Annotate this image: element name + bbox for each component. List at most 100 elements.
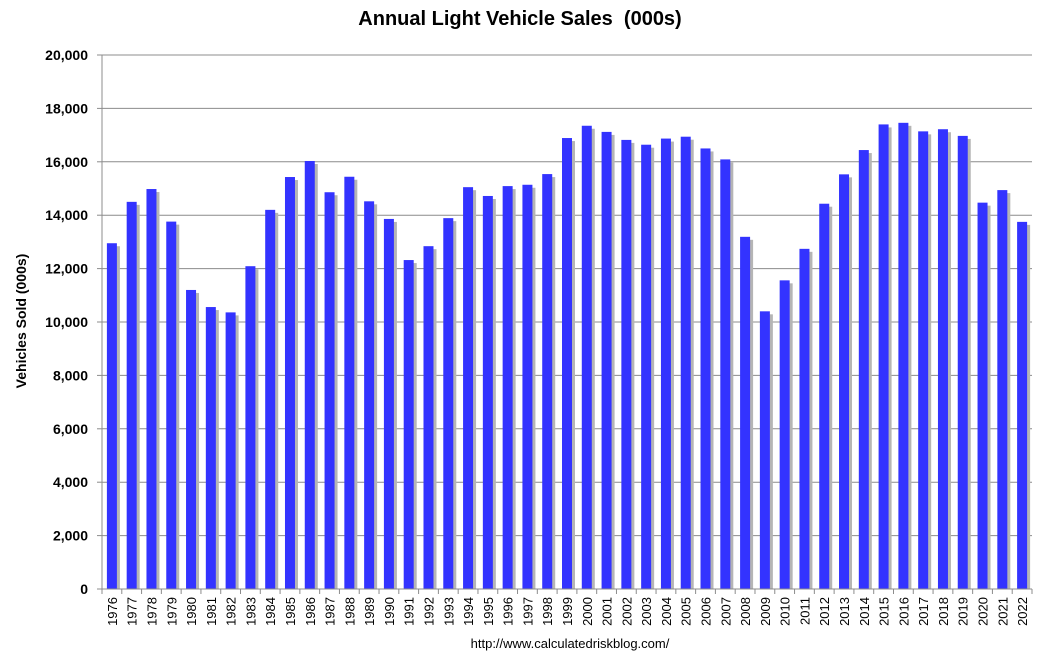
bar-1998 xyxy=(542,174,553,589)
bar-1993 xyxy=(443,218,454,589)
bar-2004 xyxy=(660,138,671,590)
x-tick-label: 2013 xyxy=(837,597,852,626)
bar-2021 xyxy=(997,190,1008,590)
bar-1995 xyxy=(482,195,493,589)
x-tick-label: 2018 xyxy=(936,597,951,626)
y-tick-label: 12,000 xyxy=(45,261,88,277)
x-tick-label: 2008 xyxy=(738,597,753,626)
bar-1980 xyxy=(186,289,197,589)
y-tick-label: 8,000 xyxy=(53,367,88,383)
x-tick-label: 2002 xyxy=(619,597,634,626)
x-tick-label: 2001 xyxy=(600,597,615,626)
x-tick-label: 2017 xyxy=(916,597,931,626)
y-tick-label: 4,000 xyxy=(53,474,88,490)
bar-2014 xyxy=(858,150,869,589)
x-tick-label: 2014 xyxy=(857,597,872,626)
x-tick-label: 1989 xyxy=(362,597,377,626)
x-tick-label: 2009 xyxy=(758,597,773,626)
y-tick-label: 18,000 xyxy=(45,100,88,116)
x-tick-label: 1993 xyxy=(441,597,456,626)
y-tick-label: 14,000 xyxy=(45,207,88,223)
bar-1989 xyxy=(364,201,375,590)
x-tick-label: 1998 xyxy=(540,597,555,626)
x-tick-label: 1982 xyxy=(224,597,239,626)
x-tick-label: 1986 xyxy=(303,597,318,626)
bar-1997 xyxy=(522,184,533,589)
x-tick-label: 2007 xyxy=(718,597,733,626)
bar-2010 xyxy=(779,280,790,589)
x-tick-label: 1979 xyxy=(164,597,179,626)
x-tick-label: 1983 xyxy=(243,597,258,626)
bar-1986 xyxy=(304,160,315,589)
bars xyxy=(106,122,1031,590)
y-tick-label: 20,000 xyxy=(45,47,88,63)
bar-2019 xyxy=(957,135,968,589)
axes xyxy=(101,55,1032,590)
bar-1988 xyxy=(344,176,355,589)
x-tick-label: 2000 xyxy=(580,597,595,626)
bar-1978 xyxy=(146,189,157,589)
y-tick-label: 16,000 xyxy=(45,154,88,170)
bar-2022 xyxy=(1017,221,1028,589)
x-tick-label: 2005 xyxy=(679,597,694,626)
bar-1982 xyxy=(225,312,236,589)
x-tick-label: 1985 xyxy=(283,597,298,626)
chart-title: Annual Light Vehicle Sales (000s) xyxy=(358,8,682,30)
y-tick-label: 2,000 xyxy=(53,528,88,544)
bar-2000 xyxy=(581,125,592,589)
x-tick-label: 1987 xyxy=(323,597,338,626)
bar-2017 xyxy=(918,131,929,589)
bar-2006 xyxy=(700,148,711,589)
x-tick-label: 2006 xyxy=(699,597,714,626)
x-tick-label: 1996 xyxy=(501,597,516,626)
x-tick-label: 2012 xyxy=(817,597,832,626)
bar-2012 xyxy=(819,203,830,589)
bar-1994 xyxy=(463,187,474,590)
y-tick-label: 10,000 xyxy=(45,314,88,330)
bar-2005 xyxy=(680,136,691,589)
x-tick-label: 1992 xyxy=(421,597,436,626)
x-tick-label: 1997 xyxy=(520,597,535,626)
bar-1984 xyxy=(265,209,276,590)
x-tick-label: 1994 xyxy=(461,597,476,626)
y-tick-label: 0 xyxy=(80,581,88,597)
bar-1981 xyxy=(205,307,216,589)
x-tick-label: 2004 xyxy=(659,597,674,626)
x-tick-label: 2019 xyxy=(956,597,971,626)
source-url[interactable]: http://www.calculatedriskblog.com/ xyxy=(470,636,670,651)
bar-1991 xyxy=(403,260,414,589)
bar-2011 xyxy=(799,248,810,590)
x-tick-label: 2021 xyxy=(995,597,1010,626)
x-tick-labels: 1976 1977 1978 1979 1980 1981 1982 1983 1984 1985… xyxy=(101,589,1033,626)
x-tick-label: 1977 xyxy=(125,597,140,626)
bar-1979 xyxy=(166,221,177,589)
bar-1985 xyxy=(284,177,295,590)
x-tick-label: 1999 xyxy=(560,597,575,626)
y-axis-label: Vehicles Sold (000s) xyxy=(13,254,29,389)
bar-1999 xyxy=(562,138,572,590)
x-tick-label: 1976 xyxy=(105,597,120,626)
bar-2020 xyxy=(977,202,988,589)
bar-1992 xyxy=(423,246,434,589)
bar-1977 xyxy=(126,201,137,589)
x-tick-label: 1988 xyxy=(342,597,357,626)
x-tick-label: 2020 xyxy=(976,597,991,626)
bar-1983 xyxy=(245,266,256,589)
bar-2018 xyxy=(937,129,948,589)
x-tick-label: 1978 xyxy=(144,597,159,626)
x-tick-label: 1980 xyxy=(184,597,199,626)
bar-1976 xyxy=(106,243,117,590)
x-tick-label: 2015 xyxy=(877,597,892,626)
bar-2003 xyxy=(641,144,652,589)
x-tick-label: 1981 xyxy=(204,597,219,626)
bar-2002 xyxy=(621,139,632,589)
x-tick-label: 1991 xyxy=(402,597,417,626)
x-tick-label: 1995 xyxy=(481,597,496,626)
bar-1987 xyxy=(324,192,335,589)
bar-1990 xyxy=(383,218,394,590)
x-tick-label: 1990 xyxy=(382,597,397,626)
x-tick-label: 1984 xyxy=(263,597,278,626)
bar-2009 xyxy=(759,311,770,589)
x-tick-label: 2011 xyxy=(797,597,812,625)
